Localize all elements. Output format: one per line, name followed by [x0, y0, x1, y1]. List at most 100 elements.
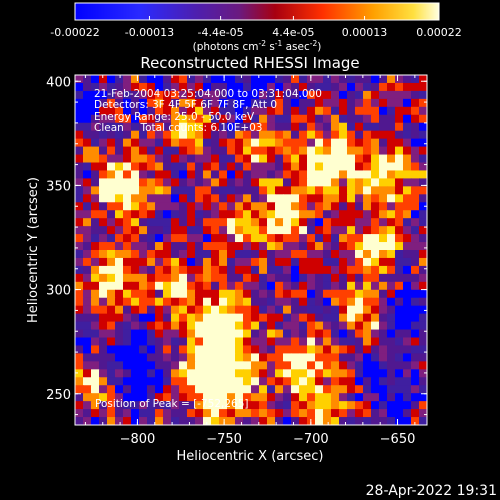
heatmap-cell: [315, 345, 324, 354]
heatmap-cell: [107, 234, 116, 243]
heatmap-cell: [395, 218, 404, 227]
heatmap-cell: [315, 337, 324, 347]
heatmap-cell: [75, 281, 84, 291]
heatmap-cell: [395, 353, 404, 362]
heatmap-cell: [363, 417, 372, 425]
heatmap-cell: [107, 321, 116, 331]
heatmap-cell: [203, 226, 212, 235]
heatmap-cell: [155, 409, 164, 418]
heatmap-cell: [331, 353, 340, 362]
heatmap-cell: [267, 377, 276, 386]
heatmap-cell: [291, 218, 300, 227]
heatmap-cell: [363, 337, 372, 347]
heatmap-cell: [99, 297, 108, 307]
heatmap-cell: [203, 138, 212, 148]
heatmap-cell: [115, 250, 124, 259]
heatmap-cell: [419, 401, 427, 410]
heatmap-cell: [83, 138, 92, 148]
heatmap-cell: [203, 417, 212, 425]
heatmap-cell: [259, 170, 268, 179]
heatmap-cell: [75, 178, 84, 187]
colorbar-tick-label: 4.4e-05: [272, 26, 314, 39]
heatmap-cell: [107, 194, 116, 203]
heatmap-cell: [131, 257, 140, 267]
heatmap-cell: [291, 337, 300, 347]
heatmap-cell: [163, 170, 172, 179]
heatmap-cell: [387, 98, 396, 108]
heatmap-cell: [419, 75, 427, 84]
heatmap-cell: [315, 417, 324, 425]
heatmap-cell: [315, 98, 324, 108]
heatmap-cell: [123, 114, 132, 124]
heatmap-cell: [331, 305, 340, 315]
heatmap-cell: [147, 305, 156, 315]
heatmap-cell: [259, 162, 268, 172]
heatmap-cell: [219, 75, 228, 84]
heatmap-cell: [251, 353, 260, 362]
heatmap-cell: [251, 289, 260, 299]
heatmap-cell: [331, 106, 340, 116]
heatmap-cell: [179, 369, 188, 378]
heatmap-cell: [131, 90, 140, 100]
heatmap-cell: [195, 75, 204, 84]
heatmap-cell: [75, 393, 84, 402]
heatmap-cell: [387, 250, 396, 259]
heatmap-cell: [403, 186, 412, 195]
heatmap-cell: [243, 202, 252, 211]
heatmap-cell: [371, 106, 380, 116]
heatmap-cell: [195, 90, 204, 100]
heatmap-cell: [259, 393, 268, 402]
heatmap-cell: [195, 297, 204, 307]
heatmap-cell: [411, 393, 420, 402]
heatmap-cell: [259, 226, 268, 235]
heatmap-cell: [211, 401, 220, 410]
heatmap-cell: [123, 361, 132, 370]
heatmap-cell: [211, 122, 220, 132]
heatmap-cell: [339, 130, 348, 140]
heatmap-cell: [299, 377, 308, 386]
heatmap-cell: [307, 265, 316, 275]
heatmap-cell: [299, 417, 308, 425]
heatmap-cell: [219, 122, 228, 132]
heatmap-cell: [139, 297, 148, 307]
heatmap-cell: [243, 226, 252, 235]
heatmap-cell: [251, 401, 260, 410]
heatmap-cell: [347, 281, 356, 291]
heatmap-cell: [267, 273, 276, 283]
heatmap-cell: [131, 98, 140, 108]
heatmap-cell: [323, 250, 332, 259]
heatmap-cell: [339, 122, 348, 132]
heatmap-cell: [195, 313, 204, 323]
heatmap-cell: [387, 297, 396, 307]
heatmap-cell: [267, 82, 276, 92]
heatmap-cell: [363, 82, 372, 92]
heatmap-cell: [75, 409, 84, 418]
heatmap-cell: [403, 305, 412, 315]
heatmap-cell: [187, 289, 196, 299]
heatmap-cell: [187, 146, 196, 156]
heatmap-cell: [307, 345, 316, 354]
heatmap-cell: [155, 257, 164, 267]
heatmap-cell: [243, 393, 252, 402]
heatmap-cell: [283, 289, 292, 299]
heatmap-cell: [419, 385, 427, 394]
heatmap-cell: [171, 218, 180, 227]
heatmap-cell: [363, 210, 372, 219]
heatmap-cell: [75, 305, 84, 315]
heatmap-cell: [75, 138, 84, 148]
heatmap-cell: [411, 210, 420, 219]
heatmap-cell: [187, 345, 196, 354]
heatmap-cell: [235, 297, 244, 307]
heatmap-cell: [107, 377, 116, 386]
heatmap-cell: [291, 289, 300, 299]
heatmap-cell: [195, 361, 204, 370]
heatmap-cell: [227, 305, 236, 315]
heatmap-cell: [283, 353, 292, 362]
heatmap-cell: [331, 265, 340, 275]
heatmap-cell: [123, 106, 132, 116]
heatmap-cell: [83, 130, 92, 140]
heatmap-cell: [195, 130, 204, 140]
heatmap-cell: [387, 75, 396, 84]
heatmap-cell: [163, 409, 172, 418]
heatmap-cell: [227, 329, 236, 339]
